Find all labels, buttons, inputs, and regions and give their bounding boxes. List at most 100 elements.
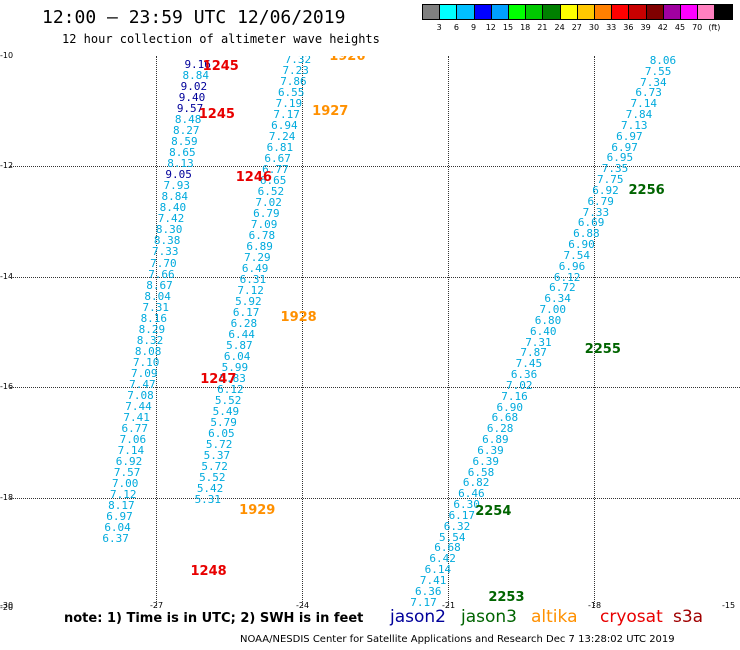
wave-height-value: 6.82 bbox=[462, 476, 490, 490]
wave-height-value: 7.12 bbox=[237, 284, 264, 298]
color-scale-label: (ft) bbox=[708, 23, 721, 32]
color-scale-label: 27 bbox=[571, 23, 582, 32]
color-scale-label: 15 bbox=[502, 23, 514, 32]
color-swatch bbox=[490, 4, 509, 20]
wave-height-value: 5.37 bbox=[203, 449, 231, 463]
wave-height-value: 6.58 bbox=[467, 465, 495, 479]
wave-height-value: 6.92 bbox=[115, 454, 143, 468]
wave-height-value: 5.31 bbox=[194, 493, 222, 507]
wave-height-value: 7.41 bbox=[419, 573, 447, 587]
wave-height-value: 5.42 bbox=[196, 482, 224, 496]
legend-jason2: jason2 bbox=[390, 607, 446, 627]
wave-height-value: 6.32 bbox=[443, 519, 471, 533]
wave-height-value: 6.79 bbox=[587, 194, 614, 208]
wave-height-value: 6.14 bbox=[424, 563, 452, 577]
wave-height-value: 9.16 bbox=[184, 58, 211, 72]
wave-height-value: 8.13 bbox=[167, 157, 194, 171]
legend-s3a: s3a bbox=[673, 607, 704, 627]
wave-height-value: 7.47 bbox=[129, 377, 156, 391]
color-scale-label: 9 bbox=[471, 23, 477, 32]
wave-height-value: 7.45 bbox=[515, 357, 543, 371]
wave-height-value: 6.12 bbox=[217, 383, 244, 397]
legend-altika: altika bbox=[531, 607, 578, 627]
pass-time-label: 2255 bbox=[584, 341, 621, 357]
wave-height-value: 7.00 bbox=[539, 303, 567, 317]
y-tick-label: -12 bbox=[0, 161, 14, 171]
wave-height-value: 6.31 bbox=[239, 273, 267, 286]
wave-height-value: 8.67 bbox=[146, 278, 173, 292]
page-title: 12:00 – 23:59 UTC 12/06/2019 bbox=[42, 7, 346, 28]
wave-height-value: 8.27 bbox=[173, 124, 200, 138]
wave-height-value: 6.67 bbox=[264, 151, 291, 165]
pass-time-label: 2254 bbox=[475, 504, 512, 520]
wave-height-value: 6.49 bbox=[241, 261, 269, 275]
wave-height-value: 7.34 bbox=[640, 75, 667, 89]
color-swatch bbox=[645, 4, 664, 20]
wave-height-value: 6.17 bbox=[448, 508, 476, 522]
pass-time-label: 1927 bbox=[312, 104, 349, 120]
wave-height-value: 6.42 bbox=[429, 552, 456, 566]
wave-height-value: 7.14 bbox=[117, 443, 145, 457]
wave-height-value: 6.90 bbox=[568, 238, 595, 252]
wave-height-value: 6.37 bbox=[102, 531, 129, 545]
wave-height-value: 7.09 bbox=[131, 366, 158, 380]
pass-time-label: 2253 bbox=[488, 589, 525, 605]
wave-height-value: 8.38 bbox=[153, 234, 181, 248]
gridline-horizontal bbox=[10, 277, 740, 278]
pass-time-label: 1926 bbox=[329, 56, 366, 64]
wave-height-value: 6.36 bbox=[415, 584, 442, 598]
wave-height-value: 8.48 bbox=[174, 113, 202, 127]
wave-height-value: 8.04 bbox=[144, 289, 171, 303]
wave-height-value: 8.17 bbox=[108, 498, 135, 512]
color-swatch bbox=[422, 4, 441, 20]
wave-height-value: 7.33 bbox=[152, 245, 179, 259]
color-scale-label: 12 bbox=[485, 23, 496, 32]
color-swatch bbox=[542, 4, 561, 20]
wave-height-value: 7.17 bbox=[273, 107, 300, 121]
wave-height-value: 5.49 bbox=[212, 405, 240, 419]
wave-height-value: 7.86 bbox=[280, 74, 307, 88]
wave-height-value: 7.44 bbox=[125, 399, 152, 413]
wave-height-value: 7.66 bbox=[148, 267, 175, 281]
wave-height-value: 6.34 bbox=[544, 292, 571, 306]
color-swatch bbox=[559, 4, 578, 20]
wave-height-value: 7.84 bbox=[625, 108, 653, 122]
color-scale-label: 18 bbox=[520, 23, 531, 32]
color-scale-label: 33 bbox=[606, 23, 617, 32]
wave-height-value: 6.96 bbox=[558, 259, 586, 273]
color-swatch bbox=[456, 4, 475, 20]
gridline-vertical bbox=[302, 56, 303, 608]
wave-height-value: 8.65 bbox=[169, 146, 196, 160]
color-swatch bbox=[576, 4, 595, 20]
wave-height-value: 6.68 bbox=[434, 541, 461, 555]
wave-height-value: 6.95 bbox=[606, 151, 634, 165]
wave-height-value: 7.29 bbox=[244, 250, 271, 264]
legend-cryosat: cryosat bbox=[600, 607, 663, 627]
wave-height-value: 7.87 bbox=[520, 346, 547, 360]
wave-height-value: 7.13 bbox=[620, 118, 648, 132]
wave-height-value: 7.24 bbox=[268, 129, 296, 143]
wave-height-value: 7.32 bbox=[284, 56, 312, 66]
wave-height-value: 6.78 bbox=[248, 228, 276, 242]
pass-time-label: 2256 bbox=[628, 182, 665, 198]
wave-height-value: 5.52 bbox=[214, 394, 242, 408]
wave-height-value: 8.40 bbox=[159, 201, 187, 215]
y-tick-label: -16 bbox=[0, 382, 14, 392]
x-tick-label: -15 bbox=[722, 601, 736, 610]
wave-height-value: 7.16 bbox=[501, 389, 528, 403]
wave-height-value: 7.54 bbox=[563, 248, 591, 262]
color-scale-label: 3 bbox=[436, 23, 442, 32]
wave-height-value: 7.09 bbox=[250, 217, 278, 231]
wave-height-value: 7.08 bbox=[127, 388, 154, 402]
wave-height-value: 7.23 bbox=[282, 63, 309, 77]
color-scale-label: 45 bbox=[674, 23, 686, 32]
color-swatch bbox=[594, 4, 613, 20]
wave-height-value: 7.00 bbox=[111, 476, 139, 490]
wave-height-value: 5.99 bbox=[221, 361, 249, 375]
wave-height-value: 8.08 bbox=[134, 344, 162, 358]
wave-height-value: 6.05 bbox=[208, 427, 235, 441]
wave-height-value: 6.40 bbox=[529, 324, 557, 338]
wave-height-value: 7.55 bbox=[644, 64, 672, 78]
wave-height-value: 7.31 bbox=[142, 300, 169, 314]
wave-height-value: 7.17 bbox=[410, 595, 437, 608]
